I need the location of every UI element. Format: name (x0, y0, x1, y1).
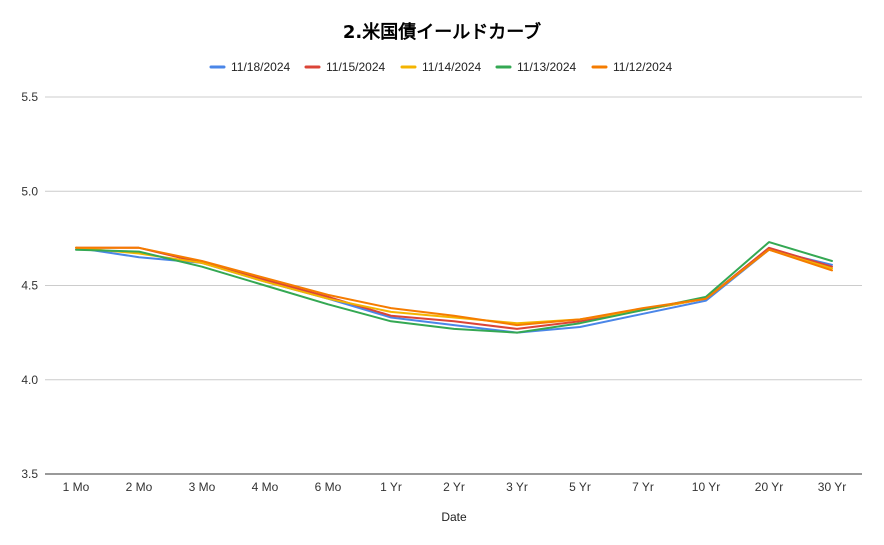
x-tick-label: 6 Mo (315, 480, 342, 494)
x-tick-label: 2 Mo (126, 480, 153, 494)
x-tick-label: 1 Yr (380, 480, 402, 494)
y-axis-ticks: 3.5 4.0 4.5 5.0 5.5 (21, 90, 38, 481)
y-tick-label: 3.5 (21, 467, 38, 481)
x-tick-label: 4 Mo (252, 480, 279, 494)
series-line-11-13-2024 (75, 241, 833, 334)
x-tick-label: 1 Mo (63, 480, 90, 494)
x-axis-ticks: 1 Mo 2 Mo 3 Mo 4 Mo 6 Mo 1 Yr 2 Yr 3 Yr 5 Yr 7 Yr… (63, 480, 847, 494)
legend-label: 11/13/2024 (517, 60, 576, 74)
legend-label: 11/15/2024 (326, 60, 385, 74)
x-tick-label: 10 Yr (692, 480, 720, 494)
legend-label: 11/14/2024 (422, 60, 481, 74)
x-tick-label: 7 Yr (632, 480, 654, 494)
x-tick-label: 5 Yr (569, 480, 591, 494)
chart-title: 2.米国債イールドカーブ (343, 21, 541, 43)
x-tick-label: 3 Mo (189, 480, 216, 494)
x-tick-label: 2 Yr (443, 480, 465, 494)
legend-label: 11/18/2024 (231, 60, 290, 74)
x-axis-label: Date (441, 510, 467, 524)
y-tick-label: 5.5 (21, 90, 38, 104)
x-tick-label: 20 Yr (755, 480, 783, 494)
gridlines (45, 96, 862, 475)
y-tick-label: 5.0 (21, 184, 38, 198)
legend: 11/18/2024 11/15/2024 11/14/2024 11/13/2024… (209, 60, 672, 74)
y-tick-label: 4.5 (21, 279, 38, 293)
x-tick-label: 30 Yr (818, 480, 846, 494)
series-line-11-12-2024 (75, 246, 833, 327)
series-lines (75, 241, 833, 334)
y-tick-label: 4.0 (21, 373, 38, 387)
x-tick-label: 3 Yr (506, 480, 528, 494)
legend-label: 11/12/2024 (613, 60, 672, 74)
